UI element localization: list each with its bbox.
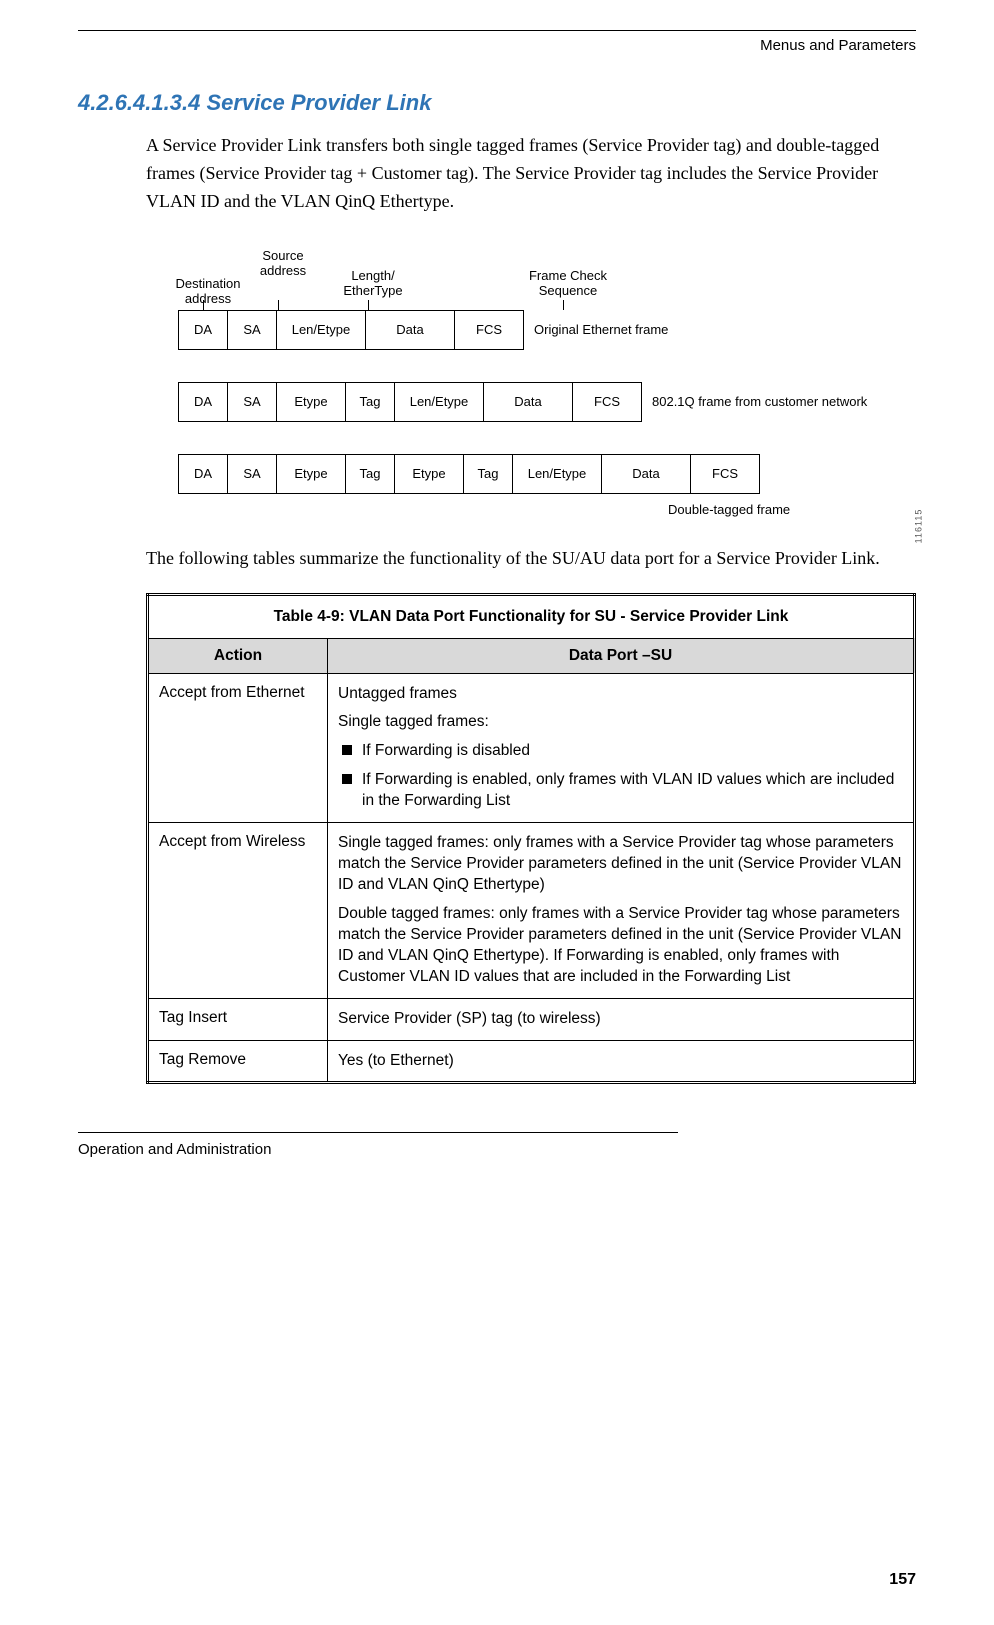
action-cell: Accept from Wireless [148, 823, 328, 998]
frame-cell: SA [227, 310, 277, 350]
cell-line: Yes (to Ethernet) [338, 1051, 903, 1072]
table-row: Accept from Ethernet Untagged frames Singl… [148, 673, 915, 823]
cell-line: Single tagged frames: [338, 712, 903, 733]
frame-cell: DA [178, 454, 228, 494]
diagram-row-2: DASAEtypeTagLen/EtypeDataFCS 802.1Q fram… [178, 382, 898, 422]
frame-cell: Tag [345, 382, 395, 422]
bullet-item: If Forwarding is enabled, only frames wi… [338, 770, 903, 812]
section-title: Service Provider Link [206, 90, 431, 115]
frame-cell: FCS [690, 454, 760, 494]
cell-line: Service Provider (SP) tag (to wireless) [338, 1009, 903, 1030]
label-destination: Destination address [168, 276, 248, 306]
table-col-dataport: Data Port –SU [328, 638, 915, 673]
frame-cell: DA [178, 382, 228, 422]
square-bullet-icon [342, 774, 352, 784]
cell-line: Double tagged frames: only frames with a… [338, 904, 903, 988]
action-cell: Tag Remove [148, 1040, 328, 1083]
bullet-text: If Forwarding is enabled, only frames wi… [362, 770, 903, 812]
intro-paragraph: A Service Provider Link transfers both s… [146, 132, 916, 216]
header-chapter: Menus and Parameters [78, 37, 916, 54]
row1-side-label: Original Ethernet frame [534, 322, 668, 338]
frame-cell: Len/Etype [276, 310, 366, 350]
row2-side-label: 802.1Q frame from customer network [652, 394, 867, 410]
frame-cell: Tag [463, 454, 513, 494]
frame-cell: Etype [394, 454, 464, 494]
frame-cell: Data [601, 454, 691, 494]
table-row: Tag Remove Yes (to Ethernet) [148, 1040, 915, 1083]
frame-cell: Tag [345, 454, 395, 494]
frame-cell: Etype [276, 382, 346, 422]
frame-cell: Len/Etype [394, 382, 484, 422]
table-row: Tag Insert Service Provider (SP) tag (to … [148, 998, 915, 1040]
cell-line: Single tagged frames: only frames with a… [338, 833, 903, 896]
table-col-action: Action [148, 638, 328, 673]
section-number: 4.2.6.4.1.3.4 [78, 90, 200, 115]
frame-cell: Data [365, 310, 455, 350]
diagram-id: 116115 [914, 508, 924, 543]
dataport-cell: Untagged frames Single tagged frames: If F… [328, 673, 915, 823]
bullet-item: If Forwarding is disabled [338, 741, 903, 762]
frame-diagram: Destination address Source address Lengt… [178, 238, 898, 517]
dataport-cell: Yes (to Ethernet) [328, 1040, 915, 1083]
square-bullet-icon [342, 745, 352, 755]
diagram-row-1: DASALen/EtypeDataFCS Original Ethernet f… [178, 310, 898, 350]
label-source: Source address [248, 248, 318, 278]
footer-doc-title: Operation and Administration [78, 1141, 916, 1158]
footer-rule [78, 1132, 678, 1133]
frame-cell: DA [178, 310, 228, 350]
table-row: Accept from WirelessSingle tagged frames… [148, 823, 915, 998]
label-fcs: Frame Check Sequence [513, 268, 623, 298]
action-cell: Accept from Ethernet [148, 673, 328, 823]
row3-bottom-label: Double-tagged frame [668, 502, 808, 517]
yellow-accent [814, 1547, 954, 1601]
frame-cell: FCS [454, 310, 524, 350]
frame-cell: Data [483, 382, 573, 422]
diagram-top-labels: Destination address Source address Lengt… [178, 238, 898, 310]
summary-paragraph: The following tables summarize the funct… [146, 545, 916, 573]
dataport-cell: Single tagged frames: only frames with a… [328, 823, 915, 998]
frame-cell: SA [227, 454, 277, 494]
diagram-row-3: DASAEtypeTagEtypeTagLen/EtypeDataFCS Dou… [178, 454, 898, 517]
cell-line: Untagged frames [338, 684, 903, 705]
functionality-table: Table 4-9: VLAN Data Port Functionality … [146, 593, 916, 1085]
frame-cell: Len/Etype [512, 454, 602, 494]
frame-cell: FCS [572, 382, 642, 422]
frame-cell: Etype [276, 454, 346, 494]
frame-cell: SA [227, 382, 277, 422]
section-heading: 4.2.6.4.1.3.4 Service Provider Link [78, 90, 916, 116]
table-title: Table 4-9: VLAN Data Port Functionality … [148, 594, 915, 638]
header-rule [78, 30, 916, 31]
bullet-text: If Forwarding is disabled [362, 741, 903, 762]
label-length: Length/ EtherType [328, 268, 418, 298]
action-cell: Tag Insert [148, 998, 328, 1040]
dataport-cell: Service Provider (SP) tag (to wireless) [328, 998, 915, 1040]
page-number: 157 [889, 1571, 916, 1589]
